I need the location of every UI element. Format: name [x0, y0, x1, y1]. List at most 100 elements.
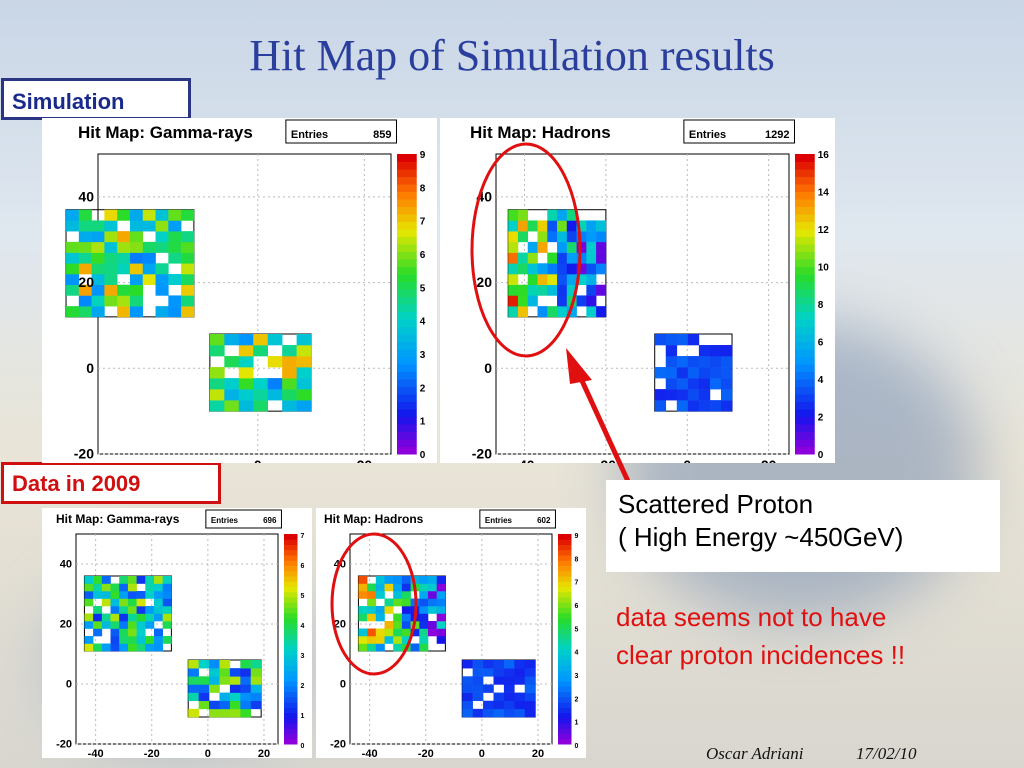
hitmap-cell — [436, 576, 446, 584]
entries-box — [205, 509, 282, 529]
hitmap-cell — [84, 598, 94, 607]
colorbar-tick: 3 — [420, 350, 426, 361]
hitmap-cell — [91, 263, 105, 275]
hitmap-cell — [367, 583, 377, 592]
hitmap-cell — [596, 263, 607, 275]
hitmap-cell — [566, 209, 577, 221]
hitmap-cell — [566, 295, 577, 307]
hitmap-cell — [503, 708, 515, 718]
hitmap-cell — [410, 643, 420, 652]
colorbar-band — [795, 191, 815, 200]
hitmap-cell — [117, 241, 131, 253]
hitmap-cell — [78, 263, 92, 275]
hitmap-cell — [296, 378, 312, 390]
hitmap-cell — [240, 692, 252, 702]
colorbar-tick: 7 — [575, 580, 579, 587]
colorbar-tick: 0 — [420, 450, 426, 461]
colorbar-band — [284, 534, 298, 540]
hitmap-cell — [78, 241, 92, 253]
note-line-1: data seems not to have — [616, 602, 887, 632]
hitmap-cell — [168, 252, 182, 264]
hitmap-cell — [524, 660, 536, 669]
colorbar-band — [397, 364, 417, 372]
hitmap-cell — [517, 209, 529, 221]
hitmap-cell — [527, 274, 538, 286]
hitmap-cell — [168, 231, 182, 243]
hitmap-cell — [110, 636, 120, 644]
hitmap-cell — [136, 621, 146, 629]
colorbar-band — [284, 570, 298, 577]
hitmap-cell — [110, 621, 120, 629]
hitmap-cell — [153, 643, 163, 652]
hitmap-cell — [188, 708, 199, 718]
colorbar-tick: 1 — [575, 720, 579, 727]
colorbar-band — [284, 539, 298, 545]
x-tick-label: -20 — [144, 748, 160, 758]
entries-value: 1292 — [765, 129, 789, 141]
hitmap-cell — [155, 274, 169, 286]
hitmap-cell — [110, 606, 120, 614]
colorbar-tick: 6 — [575, 603, 579, 610]
colorbar-band — [284, 544, 298, 551]
hitmap-cell — [119, 636, 129, 644]
hitmap-cell — [78, 209, 92, 221]
data-proton-ellipse — [330, 532, 418, 676]
data-hadron-panel: -40 -20 0 20 -20 0 20 40 Hit Map: Hadrons Entries… — [316, 508, 586, 760]
hitmap-cell — [586, 231, 597, 243]
hitmap-cell — [188, 660, 199, 669]
hitmap-cell — [238, 334, 254, 346]
hitmap-cell — [93, 621, 103, 629]
hitmap-cell — [240, 700, 252, 710]
hitmap-cell — [104, 263, 118, 275]
hitmap-cell — [557, 263, 568, 275]
hitmap-cell — [250, 668, 262, 677]
hitmap-cell — [296, 345, 312, 357]
hitmap-cell — [401, 628, 411, 637]
hitmap-cell — [66, 284, 80, 296]
hitmap-cell — [101, 621, 111, 629]
hitmap-cell — [557, 284, 568, 296]
hitmap-cell — [419, 613, 429, 622]
colorbar-tick: 8 — [818, 300, 824, 311]
hitmap-cell — [401, 613, 411, 622]
hitmap-cell — [209, 660, 220, 669]
colorbar-band — [284, 639, 298, 645]
hitmap-cell — [198, 700, 210, 710]
hitmap-cell — [198, 692, 210, 702]
hitmap-cell — [483, 708, 494, 718]
colorbar-band — [284, 723, 298, 729]
hitmap-cell — [367, 628, 377, 637]
hitmap-cell — [358, 583, 368, 592]
colorbar-tick: 3 — [301, 653, 305, 660]
hitmap-cell — [517, 284, 529, 296]
colorbar-tick: 12 — [818, 225, 830, 236]
colorbar-band — [397, 259, 417, 267]
colorbar-tick: 1 — [420, 417, 426, 428]
hitmap-cell — [596, 252, 607, 264]
hitmap-cell — [153, 606, 163, 614]
hitmap-cell — [162, 583, 172, 592]
colorbar-band — [795, 439, 815, 447]
colorbar-tick: 16 — [818, 150, 830, 161]
hitmap-cell — [547, 306, 558, 318]
hitmap-cell — [472, 684, 484, 693]
hitmap-cell — [517, 306, 529, 318]
entries-value: 602 — [537, 516, 551, 525]
hitmap-cell — [209, 389, 225, 401]
colorbar-band — [397, 184, 417, 192]
hitmap-cell — [253, 400, 269, 412]
hitmap-cell — [517, 231, 529, 243]
hitmap-cell — [253, 389, 269, 401]
colorbar-band — [397, 341, 417, 350]
colorbar-band — [284, 633, 298, 640]
hitmap-cell — [596, 241, 607, 253]
colorbar-tick: 0 — [818, 450, 824, 461]
colorbar-band — [284, 649, 298, 656]
hitmap-cell — [253, 378, 269, 390]
colorbar-band — [558, 560, 572, 566]
hitmap-cell — [665, 389, 678, 401]
hitmap-cell — [296, 400, 312, 412]
hitmap-cell — [436, 598, 446, 607]
colorbar-band — [397, 199, 417, 207]
